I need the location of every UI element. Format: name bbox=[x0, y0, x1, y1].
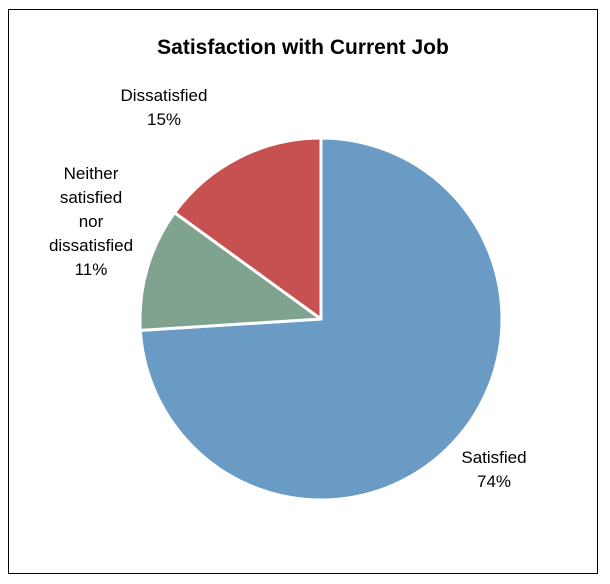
slice-name-line: satisfied bbox=[60, 188, 122, 207]
slice-label-dissatisfied: Dissatisfied 15% bbox=[121, 86, 208, 129]
slice-percent-label: 15% bbox=[147, 110, 181, 129]
pie-slice-dissatisfied bbox=[173, 136, 323, 321]
slice-name-line: Neither bbox=[64, 164, 119, 183]
slice-label-neither-satisfied-nor-dissatisfied: Neither satisfied nor dissatisfied 11% bbox=[49, 164, 133, 279]
slice-label-satisfied: Satisfied 74% bbox=[461, 448, 526, 491]
slice-name-line: Dissatisfied bbox=[121, 86, 208, 105]
slice-percent-label: 11% bbox=[75, 260, 108, 279]
slice-percent-label: 74% bbox=[477, 472, 511, 491]
chart-title: Satisfaction with Current Job bbox=[157, 36, 449, 59]
chart-frame: Satisfaction with Current Job Satisfied 7… bbox=[8, 9, 598, 574]
slice-name-line: nor bbox=[79, 212, 104, 231]
slice-name-line: Satisfied bbox=[461, 448, 526, 467]
pie-chart: Satisfied 74% Neither satisfied nor dissatisf… bbox=[49, 86, 527, 502]
slice-name-line: dissatisfied bbox=[49, 236, 133, 255]
pie-slice-neither-satisfied-nor-dissatisfied bbox=[138, 211, 323, 332]
